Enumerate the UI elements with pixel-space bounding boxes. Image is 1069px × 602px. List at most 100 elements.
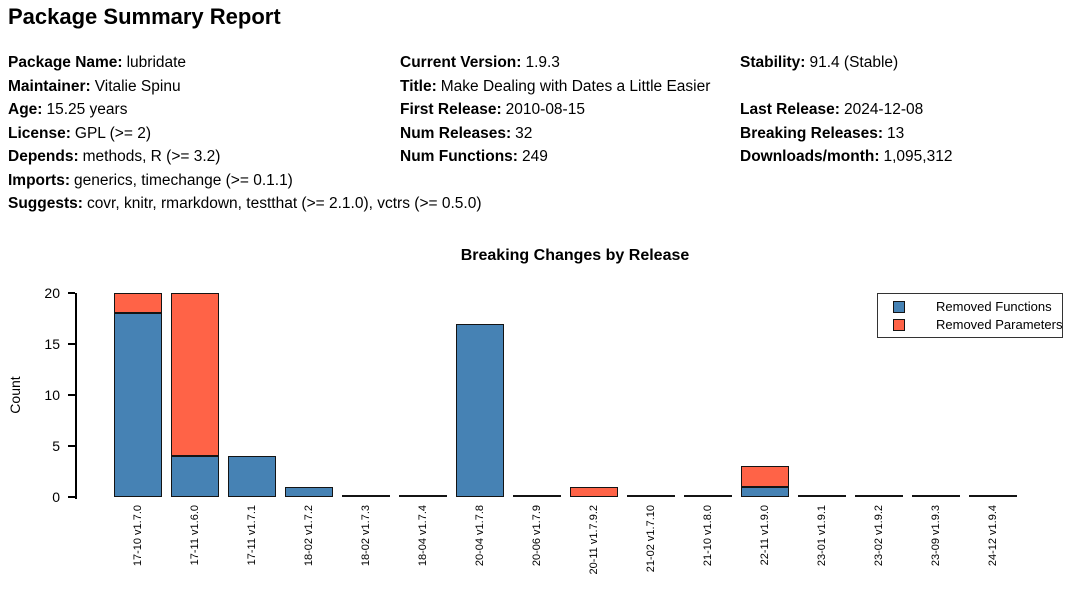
meta-field-depends: Depends: methods, R (>= 3.2): [8, 145, 481, 169]
bar-segment-removed-functions: [171, 456, 219, 497]
legend-item-removed-parameters: Removed Parameters: [878, 316, 1062, 334]
meta-field-value: 15.25 years: [46, 101, 128, 118]
bar-segment-removed-parameters: [114, 293, 162, 314]
bar-zero-18-04-v1-7-4: [399, 495, 447, 497]
meta-field-license: License: GPL (>= 2): [8, 122, 481, 146]
meta-field-label: Package Name:: [8, 54, 123, 71]
meta-field-label: Age:: [8, 101, 43, 118]
x-tick-label: 20-06 v1.7.9: [531, 505, 543, 567]
meta-field-num-releases: Num Releases: 32: [400, 122, 710, 146]
bar-zero-23-02-v1-9-2: [855, 495, 903, 497]
page-title: Package Summary Report: [8, 4, 281, 29]
meta-column-3: Stability: 91.4 (Stable) Last Release: 2024…: [740, 51, 952, 169]
meta-field-value: methods, R (>= 3.2): [82, 148, 221, 165]
legend-swatch-removed-parameters: [893, 318, 905, 331]
metadata-section: Package Name: lubridate Maintainer: Vitalie…: [0, 0, 1069, 230]
meta-column-1: Package Name: lubridate Maintainer: Vitalie…: [8, 51, 481, 216]
meta-field-suggests: Suggests: covr, knitr, rmarkdown, testtha…: [8, 192, 481, 216]
breaking-changes-chart: Breaking Changes by Release Count Remove…: [0, 240, 1069, 602]
meta-field-last-release: Last Release: 2024-12-08: [740, 98, 952, 122]
y-tick-label: 10: [44, 387, 60, 403]
y-tick-label: 20: [44, 285, 60, 301]
meta-field-first-release: First Release: 2010-08-15: [400, 98, 710, 122]
meta-field-value: 249: [521, 148, 548, 165]
meta-field-label: Current Version:: [400, 54, 522, 71]
meta-field-value: 91.4 (Stable): [809, 54, 899, 71]
meta-field-value: Vitalie Spinu: [94, 77, 181, 95]
bar-segment-removed-functions: [114, 313, 162, 497]
x-tick-label: 17-10 v1.7.0: [132, 505, 144, 567]
meta-field-value: 2024-12-08: [843, 101, 924, 118]
y-tick-mark: [68, 343, 75, 345]
x-tick-label: 18-04 v1.7.4: [417, 505, 429, 567]
meta-field-label: Downloads/month:: [740, 148, 880, 165]
meta-field-value: 1,095,312: [883, 148, 953, 165]
meta-field-title: Title: Make Dealing with Dates a Little E…: [400, 75, 710, 99]
bar-segment-removed-functions: [456, 323, 504, 497]
meta-field-label: Suggests:: [8, 195, 83, 212]
bar-segment-removed-functions: [228, 456, 276, 497]
meta-field-value: 1.9.3: [525, 54, 560, 71]
y-tick-mark: [68, 496, 75, 498]
x-tick-label: 23-09 v1.9.3: [930, 505, 942, 567]
bar-segment-removed-parameters: [570, 486, 618, 497]
y-tick-label: 0: [52, 489, 60, 505]
x-tick-label: 18-02 v1.7.3: [360, 505, 372, 567]
legend-label: Removed Parameters: [936, 317, 1063, 332]
meta-field-value: 13: [887, 124, 905, 142]
meta-field-label: Depends:: [8, 148, 79, 165]
meta-field-empty: [740, 75, 952, 99]
chart-title: Breaking Changes by Release: [460, 247, 690, 264]
meta-field-num-functions: Num Functions: 249: [400, 145, 710, 169]
bar-zero-18-02-v1-7-3: [342, 495, 390, 497]
legend-swatch-removed-functions: [893, 300, 905, 313]
bar-segment-removed-functions: [741, 486, 789, 497]
bar-zero-20-06-v1-7-9: [513, 495, 561, 497]
x-tick-label: 17-11 v1.7.1: [246, 505, 258, 566]
x-tick-label: 18-02 v1.7.2: [303, 505, 315, 567]
meta-field-value: 2010-08-15: [505, 101, 585, 118]
legend: Removed Functions Removed Parameters: [877, 293, 1063, 338]
meta-field-label: First Release:: [400, 101, 502, 118]
y-tick-label: 5: [52, 438, 60, 454]
x-tick-label: 24-12 v1.9.4: [987, 505, 999, 567]
meta-field-age: Age: 15.25 years: [8, 98, 481, 122]
legend-item-removed-functions: Removed Functions: [878, 298, 1062, 316]
meta-field-label: Breaking Releases:: [740, 124, 884, 142]
legend-label: Removed Functions: [936, 299, 1052, 314]
meta-field-label: Num Functions:: [400, 148, 518, 165]
x-tick-label: 21-10 v1.8.0: [702, 505, 714, 567]
meta-field-value: lubridate: [126, 54, 187, 71]
meta-field-package-name: Package Name: lubridate: [8, 51, 481, 75]
y-tick-mark: [68, 445, 75, 447]
bar-zero-21-10-v1-8-0: [684, 495, 732, 497]
y-tick-mark: [68, 394, 75, 396]
meta-field-value: generics, timechange (>= 0.1.1): [74, 171, 293, 189]
meta-field-current-version: Current Version: 1.9.3: [400, 51, 710, 75]
y-axis-label: Count: [7, 376, 23, 414]
x-tick-label: 21-02 v1.7.10: [645, 505, 657, 573]
meta-field-value: Make Dealing with Dates a Little Easier: [440, 77, 711, 95]
bar-zero-23-01-v1-9-1: [798, 495, 846, 497]
bar-segment-removed-parameters: [171, 293, 219, 457]
meta-column-2: Current Version: 1.9.3 Title: Make Dealing …: [400, 51, 710, 169]
x-tick-label: 23-02 v1.9.2: [873, 505, 885, 567]
bar-zero-21-02-v1-7-10: [627, 495, 675, 497]
meta-field-label: Imports:: [8, 171, 70, 189]
meta-field-label: Last Release:: [740, 101, 840, 118]
x-tick-label: 23-01 v1.9.1: [816, 505, 828, 567]
meta-field-maintainer: Maintainer: Vitalie Spinu: [8, 75, 481, 99]
meta-field-label: License:: [8, 124, 71, 142]
meta-field-value: 32: [515, 124, 533, 142]
y-tick-label: 15: [44, 336, 60, 352]
y-axis: [75, 293, 77, 499]
bar-zero-23-09-v1-9-3: [912, 495, 960, 497]
meta-field-imports: Imports: generics, timechange (>= 0.1.1): [8, 169, 481, 193]
y-tick-mark: [68, 292, 75, 294]
bar-zero-24-12-v1-9-4: [969, 495, 1017, 497]
bar-segment-removed-parameters: [741, 466, 789, 487]
x-tick-label: 22-11 v1.9.0: [759, 505, 771, 566]
meta-field-breaking-releases: Breaking Releases: 13: [740, 122, 952, 146]
meta-field-label: Num Releases:: [400, 124, 512, 142]
